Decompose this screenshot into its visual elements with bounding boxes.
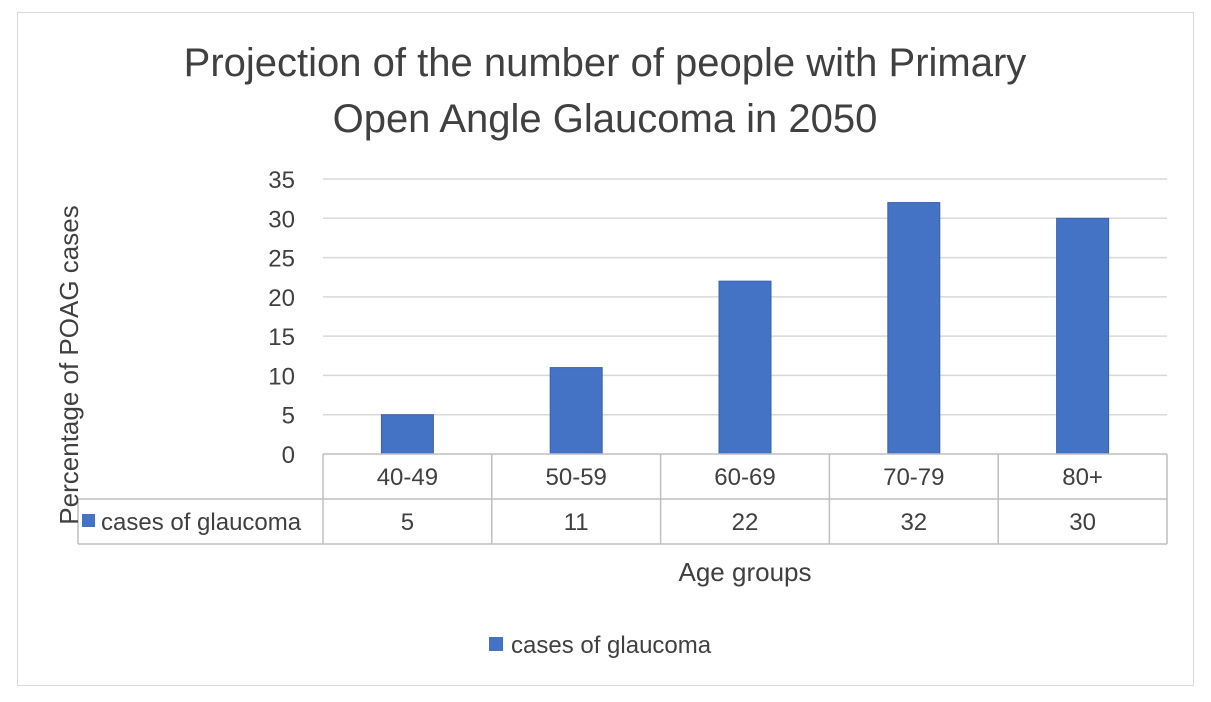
table-value: 5 — [401, 509, 414, 536]
bars — [380, 202, 1110, 455]
chart-title-line-1: Projection of the number of people with … — [184, 41, 1027, 85]
x-tick-label: 60-69 — [714, 464, 775, 491]
legend-swatch — [489, 637, 503, 651]
table-legend-swatch — [82, 514, 95, 527]
y-tick-label: 0 — [282, 442, 295, 469]
bar-40-49 — [380, 414, 434, 455]
chart-title-line-2: Open Angle Glaucoma in 2050 — [333, 97, 878, 141]
x-tick-label: 40-49 — [377, 464, 438, 491]
table-value: 32 — [900, 509, 927, 536]
table-value: 11 — [564, 509, 589, 536]
x-axis-title: Age groups — [679, 557, 812, 587]
y-axis-title: Percentage of POAG cases — [54, 205, 84, 524]
x-tick-label: 80+ — [1062, 464, 1103, 491]
y-tick-label: 30 — [268, 206, 295, 233]
table-row-label: cases of glaucoma — [101, 509, 302, 536]
y-tick-label: 20 — [268, 285, 295, 312]
chart-frame — [17, 12, 1194, 686]
bar-60-69 — [718, 280, 772, 455]
data-table: 40-49 5 50-59 11 60-69 22 70-79 32 80+ 30 cases of… — [77, 453, 1168, 545]
table-value: 22 — [732, 509, 759, 536]
y-tick-label: 10 — [268, 363, 295, 390]
bar-50-59 — [549, 367, 603, 455]
table-value: 30 — [1069, 509, 1096, 536]
y-tick-label: 35 — [268, 167, 295, 194]
y-axis-ticks: 0 5 10 15 20 25 30 35 — [268, 167, 295, 469]
x-tick-label: 70-79 — [883, 464, 944, 491]
legend-label: cases of glaucoma — [511, 632, 712, 659]
legend: cases of glaucoma — [489, 632, 712, 659]
y-tick-label: 5 — [282, 403, 295, 430]
x-tick-label: 50-59 — [546, 464, 607, 491]
gridlines — [323, 178, 1167, 416]
y-tick-label: 25 — [268, 246, 295, 273]
bar-70-79 — [887, 202, 941, 455]
bar-80+ — [1056, 217, 1110, 455]
y-tick-label: 15 — [268, 324, 295, 351]
